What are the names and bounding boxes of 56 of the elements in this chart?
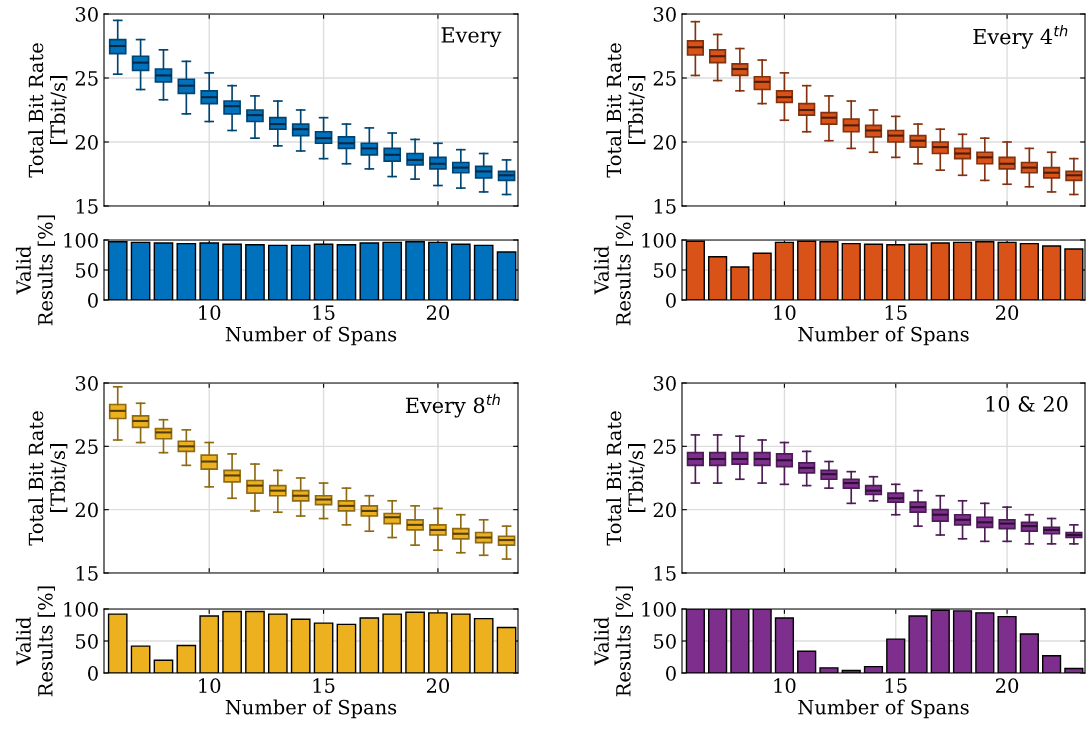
y-tick-label: 50 <box>76 633 98 649</box>
y-tick-label: 20 <box>75 502 98 518</box>
x-tick-label: 10 <box>774 678 796 693</box>
x-tick-label: 10 <box>199 305 221 320</box>
x-tick-label: 20 <box>996 305 1019 320</box>
y-axis-title: Total Bit Rate [Tbit/s] <box>606 43 646 178</box>
y-tick-label: 20 <box>653 502 676 518</box>
y-tick-label: 50 <box>76 262 98 278</box>
y-tick-label: 0 <box>88 665 98 681</box>
y-tick-label: 30 <box>75 375 98 391</box>
x-tick-label: 20 <box>426 305 450 320</box>
x-tick-label: 20 <box>426 678 450 693</box>
y-tick-label: 100 <box>642 601 676 617</box>
y-tick-label: 15 <box>654 198 676 214</box>
y-axis-title: Valid Results [%] <box>593 215 633 326</box>
y-axis-title: Total Bit Rate [Tbit/s] <box>606 411 646 546</box>
x-tick-label: 15 <box>313 305 335 320</box>
y-tick-label: 100 <box>642 232 676 248</box>
y-axis-title: Valid Results [%] <box>593 586 633 697</box>
y-tick-label: 25 <box>653 439 676 454</box>
x-tick-label: 10 <box>199 678 221 693</box>
x-axis-title: Number of Spans <box>798 326 969 346</box>
y-tick-label: 50 <box>654 262 676 278</box>
y-tick-label: 30 <box>653 375 676 391</box>
y-tick-label: 25 <box>653 70 676 86</box>
y-tick-label: 0 <box>88 292 98 308</box>
x-axis-title: Number of Spans <box>225 699 397 719</box>
y-tick-label: 100 <box>64 232 98 248</box>
y-tick-label: 25 <box>75 439 98 454</box>
y-tick-label: 15 <box>76 198 98 214</box>
y-tick-label: 15 <box>76 565 98 581</box>
y-axis-title: Valid Results [%] <box>15 586 55 697</box>
x-axis-title: Number of Spans <box>225 326 397 346</box>
x-axis-title: Number of Spans <box>798 699 969 719</box>
x-tick-label: 15 <box>885 678 907 693</box>
y-tick-label: 50 <box>654 633 676 649</box>
x-tick-label: 20 <box>996 678 1019 693</box>
x-tick-label: 15 <box>885 305 907 320</box>
y-axis-title: Total Bit Rate [Tbit/s] <box>28 411 68 546</box>
annotation: 10 & 20 <box>986 396 1068 412</box>
y-tick-label: 0 <box>666 665 676 681</box>
x-tick-label: 10 <box>774 305 796 320</box>
y-tick-label: 30 <box>653 6 676 22</box>
annotation: Every 8$^{th}$ <box>405 393 500 418</box>
y-tick-label: 20 <box>653 134 676 150</box>
y-tick-label: 20 <box>75 134 98 150</box>
y-tick-label: 0 <box>666 292 676 308</box>
annotation: Every 4$^{th}$ <box>973 25 1068 49</box>
y-axis-title: Valid Results [%] <box>15 215 55 326</box>
y-tick-label: 25 <box>75 70 98 86</box>
y-tick-label: 15 <box>654 565 676 581</box>
y-axis-title: Total Bit Rate [Tbit/s] <box>28 43 68 178</box>
y-tick-label: 100 <box>64 601 98 617</box>
annotation: Every <box>441 27 502 48</box>
x-tick-label: 15 <box>313 678 335 693</box>
y-tick-label: 30 <box>75 6 98 22</box>
